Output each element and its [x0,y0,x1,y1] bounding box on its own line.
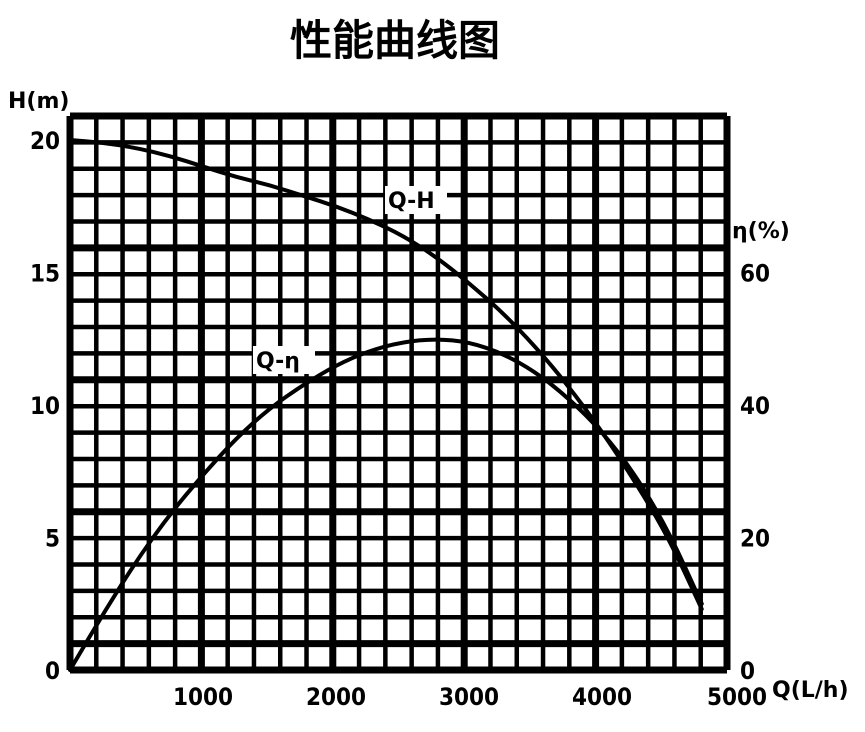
y-left-tick-label: 10 [30,392,60,420]
series-line-q-h [68,138,704,612]
y-axis-left-label: H(m) [8,89,69,114]
series-label-bg [385,186,447,214]
chart-title: 性能曲线图 [290,16,500,65]
x-tick-label: 1000 [173,683,233,711]
x-axis-label: Q(L/h) [772,678,849,703]
chart-curves [68,138,704,672]
y-right-tick-label: 20 [740,525,770,553]
y-right-tick-label: 0 [740,657,755,685]
x-tick-label: 2000 [306,683,366,711]
chart-grid [66,112,731,674]
y-left-tick-label: 5 [45,525,60,553]
y-right-tick-label: 40 [740,392,770,420]
series-label-bg [253,346,315,374]
series-label: Q-H [388,189,435,214]
series-line-q-eta [68,337,704,672]
x-tick-label: 4000 [572,683,632,711]
y-left-tick-label: 0 [45,657,60,685]
y-left-tick-label: 15 [30,260,60,288]
x-tick-label: 5000 [707,683,767,711]
y-axis-right-label: η(%) [732,219,790,244]
series-labels: Q-H Q-η [253,186,447,374]
y-left-tick-label: 20 [30,127,60,155]
series-label: Q-η [256,349,300,374]
y-right-tick-label: 60 [740,260,770,288]
x-tick-label: 3000 [439,683,499,711]
